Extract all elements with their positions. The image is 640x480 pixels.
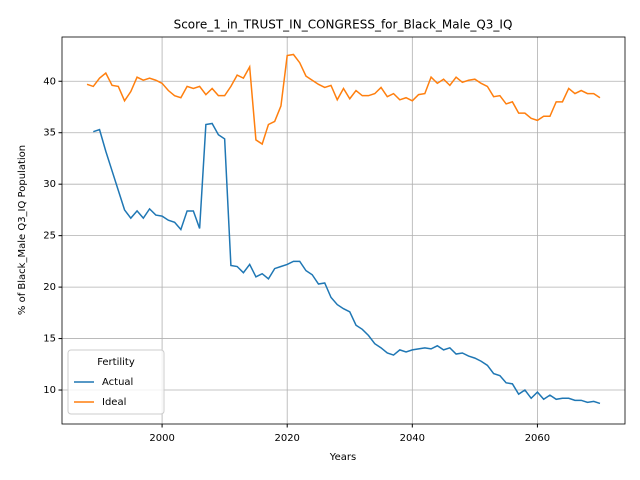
legend-label: Ideal [102,397,126,408]
plot-frame [61,36,626,425]
y-tick-label: 25 [43,231,56,242]
legend-title: Fertility [97,357,135,368]
y-tick-label: 15 [43,334,56,345]
x-tick-label: 2000 [149,433,174,444]
y-tick-label: 35 [43,128,56,139]
chart-title: Score_1_in_TRUST_IN_CONGRESS_for_Black_M… [174,18,513,32]
legend: Fertility Actual Ideal [67,349,165,415]
line [86,53,601,146]
x-tick-label: 2020 [274,433,299,444]
y-tick-label: 20 [43,282,56,293]
y-tick-label: 10 [43,385,56,396]
legend-box [67,349,165,415]
y-axis-label: % of Black_Male Q3_IQ Population [17,145,28,315]
x-tick-label: 2040 [400,433,425,444]
y-tick-label: 30 [43,179,56,190]
y-tick-label: 40 [43,76,56,87]
x-axis-label: Years [329,452,356,463]
x-tick-label: 2060 [525,433,550,444]
line [93,122,601,405]
legend-label: Actual [102,377,133,388]
